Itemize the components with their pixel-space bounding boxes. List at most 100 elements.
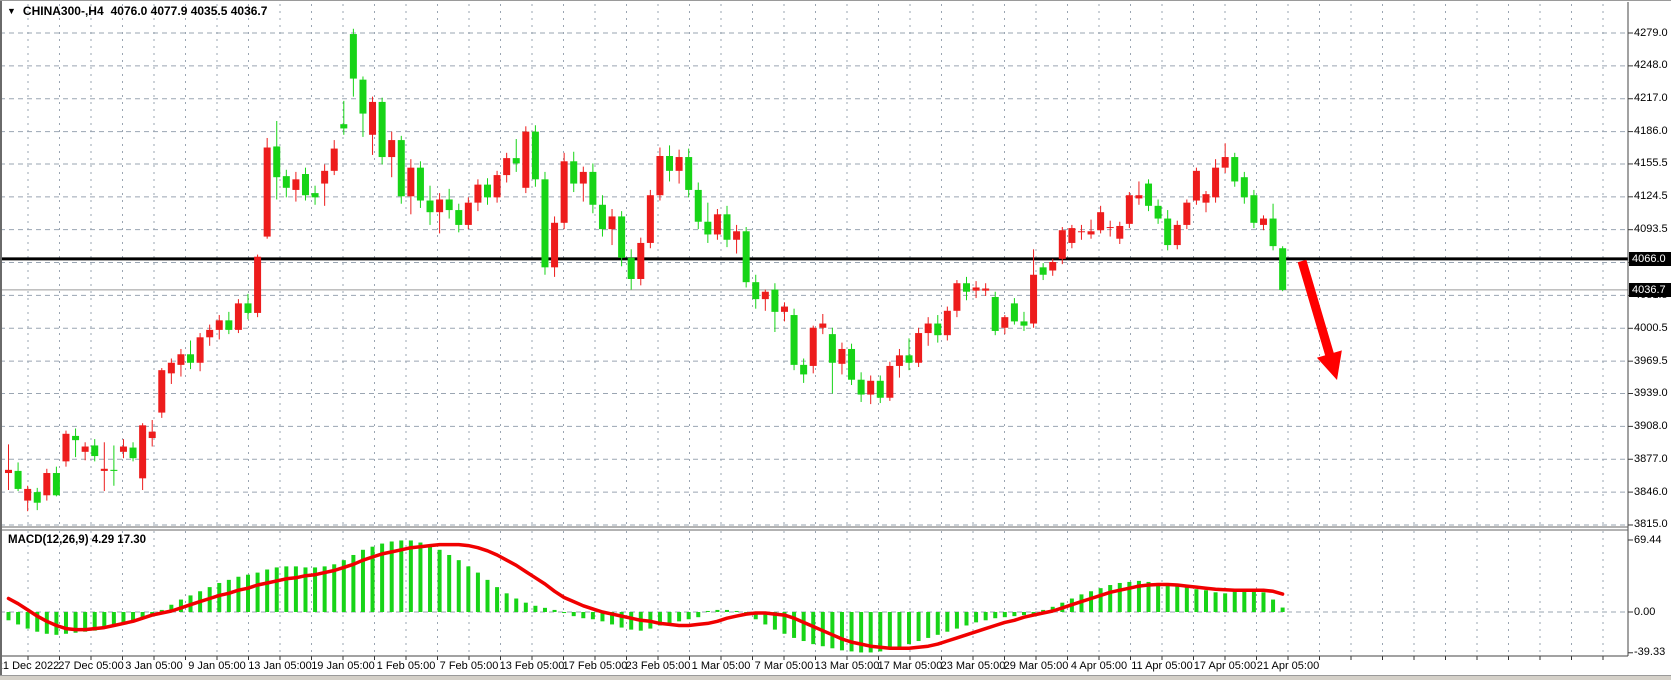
macd-histogram-bar <box>1127 581 1132 612</box>
candle-body <box>953 283 961 311</box>
macd-histogram-bar <box>447 554 452 612</box>
macd-histogram-bar <box>380 543 385 612</box>
macd-histogram-bar <box>1194 589 1199 612</box>
candle-body <box>167 362 175 374</box>
candle-body <box>369 101 377 135</box>
date-axis-label: 23 Feb 05:00 <box>625 660 691 672</box>
macd-histogram-bar <box>1184 587 1189 612</box>
macd-histogram-bar <box>226 579 231 612</box>
candle-body <box>282 176 290 188</box>
macd-histogram-bar <box>542 607 547 612</box>
macd-histogram-bar <box>111 612 116 627</box>
macd-histogram-bar <box>1242 590 1247 612</box>
macd-histogram-bar <box>92 612 97 631</box>
candle-body <box>1087 231 1095 235</box>
candle-body <box>982 288 990 291</box>
macd-histogram-bar <box>993 612 998 619</box>
candle-body <box>301 174 309 196</box>
price-axis-label: 3939.0 <box>1634 387 1668 399</box>
macd-histogram-bar <box>629 612 634 630</box>
candle-body <box>1183 202 1191 225</box>
candle-body <box>244 303 252 313</box>
date-axis-label: 27 Dec 05:00 <box>58 660 124 672</box>
candle-body <box>1173 224 1181 246</box>
candle-body <box>531 131 539 180</box>
candle-body <box>1116 225 1124 239</box>
arrow-head <box>1316 350 1342 380</box>
macd-histogram-bar <box>600 612 605 622</box>
macd-histogram-bar <box>428 545 433 612</box>
candle-body <box>991 297 999 331</box>
candle-body <box>1135 195 1143 199</box>
macd-histogram-bar <box>1271 599 1276 612</box>
candle-body <box>119 446 127 452</box>
candle-body <box>378 101 386 158</box>
candle-body <box>598 204 606 230</box>
macd-histogram-bar <box>859 612 864 653</box>
macd-histogram-bar <box>945 612 950 632</box>
candle-body <box>943 310 951 336</box>
candle-body <box>838 348 846 364</box>
candle-body <box>627 257 635 279</box>
candle-body <box>5 469 12 474</box>
macd-histogram-bar <box>916 612 921 642</box>
date-axis-label: 19 Jan 05:00 <box>311 660 375 672</box>
macd-histogram-bar <box>839 612 844 651</box>
date-axis-label: 29 Mar 05:00 <box>1003 660 1069 672</box>
macd-signal-line <box>6 542 1285 651</box>
candle-body <box>464 202 472 225</box>
macd-histogram-bar <box>322 566 327 612</box>
candle-body <box>72 435 80 441</box>
price-axis-label: 4093.5 <box>1634 223 1668 236</box>
candle-body <box>512 158 520 164</box>
candle-body <box>1250 195 1258 223</box>
date-axis-label: 7 Feb 05:00 <box>439 660 499 672</box>
candle-body <box>445 199 453 211</box>
macd-histogram-bar <box>504 593 509 612</box>
symbol-period-label: CHINA300-,H4 <box>22 4 104 18</box>
candle-body <box>618 216 626 258</box>
candle-body <box>455 210 463 225</box>
candle-body <box>1097 212 1105 231</box>
window-left-edge <box>0 0 2 680</box>
macd-histogram-bar <box>102 612 107 629</box>
macd-histogram-bar <box>1261 592 1266 612</box>
candle-body <box>809 327 817 366</box>
candle-body <box>551 222 559 268</box>
macd-histogram-bar <box>131 612 136 622</box>
candle-body <box>1279 248 1287 290</box>
candle-body <box>800 364 808 375</box>
macd-histogram-bar <box>293 566 298 612</box>
date-axis-label: 23 Mar 05:00 <box>940 660 1006 672</box>
symbol-dropdown-icon[interactable]: ▼ <box>7 6 16 16</box>
candle-body <box>407 167 415 197</box>
candle-body <box>397 140 405 197</box>
candle-body <box>1010 303 1018 322</box>
macd-histogram-bar <box>169 604 174 612</box>
macd-histogram-bar <box>533 605 538 612</box>
macd-zero-label: 0.00 <box>1634 606 1656 618</box>
macd-histogram-bar <box>1031 612 1036 615</box>
macd-histogram-bar <box>408 540 413 612</box>
macd-histogram-bar <box>399 540 404 612</box>
macd-histogram-bar <box>1204 590 1208 612</box>
macd-histogram-bar <box>1213 592 1218 612</box>
price-axis-label: 3877.0 <box>1634 452 1668 465</box>
candle-body <box>436 199 444 213</box>
date-axis-label: 21 Apr 05:00 <box>1256 660 1320 672</box>
candle-body <box>704 221 712 235</box>
chart-title: ▼ CHINA300-,H4 4076.0 4077.9 4035.5 4036… <box>7 4 267 18</box>
macd-histogram-bar <box>801 612 806 642</box>
macd-histogram-bar <box>25 612 30 629</box>
macd-histogram-bar <box>954 612 959 629</box>
macd-histogram-bar <box>610 612 615 625</box>
candle-body <box>33 492 41 503</box>
trend-arrow-annotation[interactable] <box>1297 259 1342 380</box>
candle-body <box>895 355 903 366</box>
macd-histogram-bar <box>466 566 471 612</box>
date-axis-label: 21 Dec 2022 <box>0 660 60 672</box>
date-axis-label: 9 Jan 05:00 <box>188 660 246 672</box>
candle-body <box>780 306 788 312</box>
macd-histogram-bar <box>341 560 346 612</box>
